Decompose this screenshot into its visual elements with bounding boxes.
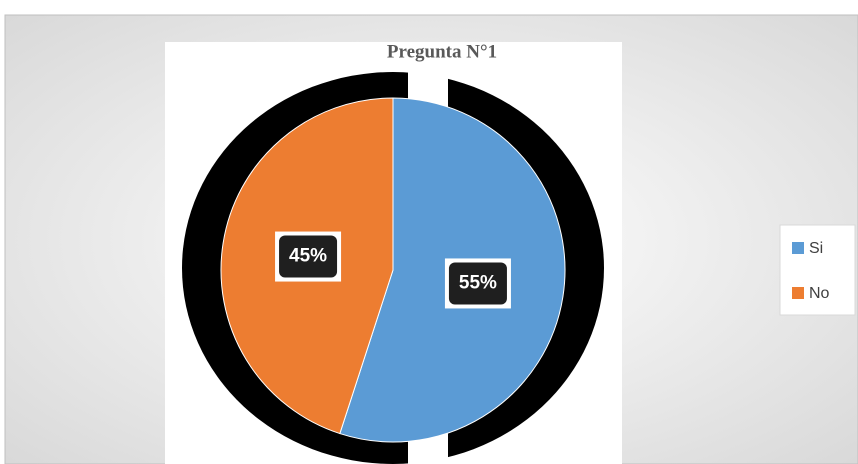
data-label: 55% [459, 272, 497, 293]
legend-swatch [792, 242, 804, 254]
data-label-bg [279, 235, 338, 278]
legend [779, 224, 856, 316]
data-label-bg [448, 262, 507, 305]
legend-swatch [792, 287, 804, 299]
data-label: 45% [289, 246, 327, 267]
chart-title: Pregunta N°1 [387, 41, 497, 62]
legend-label: Si [809, 240, 823, 257]
legend-label: No [809, 285, 830, 302]
